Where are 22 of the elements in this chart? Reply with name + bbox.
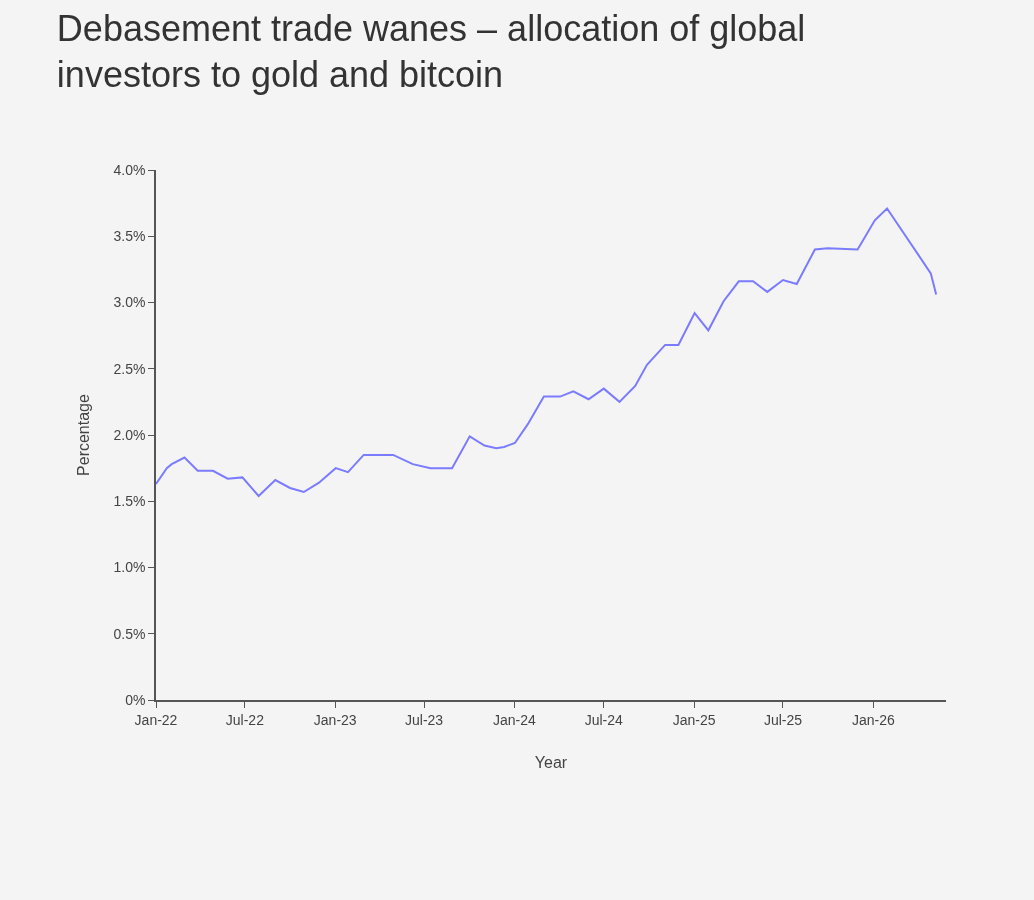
y-tick-label: 0.5% (113, 625, 146, 642)
x-tick-label: Jan-22 (134, 711, 178, 728)
y-tick-label: 0% (125, 691, 146, 708)
y-tick-label: 2.0% (113, 426, 146, 443)
y-tick-label: 3.5% (113, 228, 146, 245)
y-axis-title: Percentage (74, 393, 92, 476)
x-tick-label: Jan-23 (313, 711, 357, 728)
y-tick-label: 4.0% (113, 161, 146, 178)
x-axis-title: Year (534, 753, 568, 771)
y-tick-label: 3.0% (113, 294, 146, 311)
x-tick-label: Jan-25 (672, 711, 716, 728)
x-tick-label: Jul-22 (225, 711, 265, 728)
y-tick-label: 1.0% (113, 559, 146, 576)
line-series (156, 207, 938, 497)
x-tick-label: Jul-24 (584, 711, 624, 728)
chart-title: Debasement trade wanes – allocation of global investors to gold and bitcoin (56, 7, 806, 96)
x-tick-label: Jul-25 (763, 711, 803, 728)
x-tick-label: Jul-23 (405, 711, 444, 728)
x-tick-label: Jan-24 (493, 711, 537, 728)
y-tick-label: 1.5% (113, 493, 146, 510)
y-tick-label: 2.5% (113, 360, 146, 377)
x-tick-label: Jan-26 (851, 711, 895, 728)
